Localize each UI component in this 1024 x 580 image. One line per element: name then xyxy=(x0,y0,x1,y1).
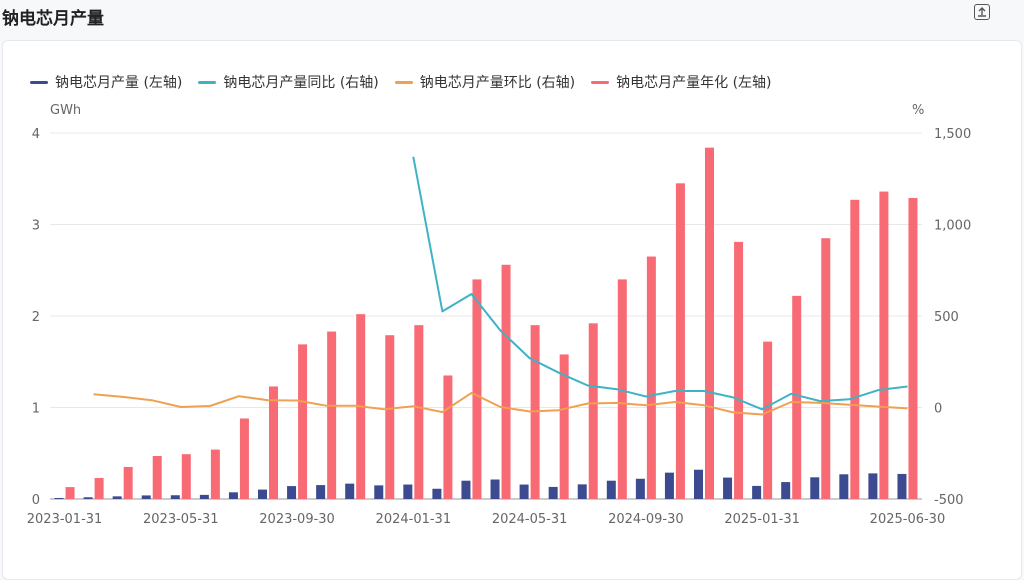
bar-annualized-output xyxy=(763,341,773,499)
bar-annualized-output xyxy=(94,477,104,499)
bar-annualized-output xyxy=(298,344,308,499)
bar-monthly-output xyxy=(112,496,122,499)
bar-monthly-output xyxy=(781,482,791,499)
legend-swatch xyxy=(394,80,413,84)
bar-annualized-output xyxy=(152,455,162,499)
bar-monthly-output xyxy=(839,474,849,499)
y-right-tick-label: -500 xyxy=(934,493,964,508)
legend-item-yoy[interactable]: 钠电芯月产量同比 (右轴) xyxy=(198,72,379,92)
x-tick-label: 2024-05-31 xyxy=(492,512,568,527)
y-right-tick-label: 500 xyxy=(934,310,959,325)
legend-label: 钠电芯月产量同比 (右轴) xyxy=(223,75,379,91)
line-mom xyxy=(93,391,908,416)
y-right-tick-label: 0 xyxy=(934,402,942,417)
x-tick-label: 2025-06-30 xyxy=(870,512,946,527)
bar-annualized-output xyxy=(705,147,714,499)
bar-annualized-output xyxy=(327,331,337,499)
bar-annualized-output xyxy=(239,418,249,499)
bar-monthly-output xyxy=(83,497,93,499)
bar-annualized-output xyxy=(65,487,75,499)
line-yoy xyxy=(412,156,908,411)
bar-monthly-output xyxy=(403,484,413,499)
legend-swatch xyxy=(198,80,217,84)
bar-annualized-output xyxy=(792,295,802,499)
y-left-tick-label: 2 xyxy=(32,310,40,325)
bar-annualized-output xyxy=(559,354,569,499)
bar-annualized-output xyxy=(821,238,831,499)
bar-monthly-output xyxy=(287,486,297,499)
bar-monthly-output xyxy=(461,480,471,499)
x-tick-label: 2023-09-30 xyxy=(259,512,335,527)
chart-plot: 0 1 2 3 4 -500 0 500 1,000 1,500 2023-01-31 2023-05… xyxy=(27,127,971,527)
x-tick-label: 2024-09-30 xyxy=(608,512,684,527)
bar-annualized-output xyxy=(675,183,685,499)
bar-monthly-output xyxy=(199,494,209,499)
legend-swatch xyxy=(591,80,610,84)
bar-monthly-output xyxy=(606,480,616,499)
y-left-tick-label: 3 xyxy=(32,219,40,234)
bar-monthly-output xyxy=(490,479,500,499)
bar-monthly-output xyxy=(170,495,180,499)
bar-annualized-output xyxy=(501,264,511,499)
bar-monthly-output xyxy=(345,483,355,499)
bar-annualized-output xyxy=(646,256,656,499)
bar-monthly-output xyxy=(752,485,762,499)
bar-annualized-output xyxy=(850,199,860,500)
bar-annualized-output xyxy=(908,197,918,499)
legend-item-mom[interactable]: 钠电芯月产量环比 (右轴) xyxy=(394,72,576,92)
bar-monthly-output xyxy=(664,472,674,499)
bar-annualized-output xyxy=(734,241,744,499)
bar-monthly-output xyxy=(577,484,587,499)
legend-label: 钠电芯月产量年化 (左轴) xyxy=(616,75,772,91)
bar-monthly-output xyxy=(228,492,238,499)
chart-legend: 钠电芯月产量 (左轴) 钠电芯月产量同比 (右轴) 钠电芯月产量环比 (右轴) … xyxy=(30,72,788,92)
bar-monthly-output xyxy=(432,488,442,499)
y-right-tick-label: 1,000 xyxy=(934,219,971,234)
bar-monthly-output xyxy=(723,477,733,499)
legend-item-monthly[interactable]: 钠电芯月产量 (左轴) xyxy=(30,72,182,92)
bar-annualized-output xyxy=(879,191,889,499)
bar-annualized-output xyxy=(588,323,598,499)
bar-annualized-output xyxy=(414,325,424,499)
bar-monthly-output xyxy=(548,486,558,499)
legend-item-annualized[interactable]: 钠电芯月产量年化 (左轴) xyxy=(591,72,772,92)
bar-annualized-output xyxy=(443,375,453,499)
bar-monthly-output xyxy=(258,489,267,499)
bar-annualized-output xyxy=(472,279,482,499)
x-tick-label: 2024-01-31 xyxy=(376,512,452,527)
legend-label: 钠电芯月产量环比 (右轴) xyxy=(419,75,576,91)
y-right-unit: % xyxy=(912,103,925,118)
y-left-unit: GWh xyxy=(50,103,82,118)
bar-annualized-output xyxy=(385,335,395,499)
bar-annualized-output xyxy=(181,454,191,499)
bar-monthly-output xyxy=(374,485,384,499)
page-title: 钠电芯月产量 xyxy=(2,9,104,29)
y-left-tick-label: 1 xyxy=(32,402,40,417)
y-left-tick-label: 0 xyxy=(32,493,40,508)
legend-label: 钠电芯月产量 (左轴) xyxy=(55,75,183,91)
bar-monthly-output xyxy=(141,495,151,499)
y-left-tick-label: 4 xyxy=(32,127,40,142)
bar-monthly-output xyxy=(897,473,907,499)
y-right-tick-label: 1,500 xyxy=(934,127,971,142)
bar-annualized-output xyxy=(123,466,133,499)
bar-monthly-output xyxy=(519,484,529,499)
x-tick-label: 2025-01-31 xyxy=(724,512,800,527)
bar-monthly-output xyxy=(635,478,645,499)
bar-monthly-output xyxy=(810,477,820,499)
bar-annualized-output xyxy=(269,386,278,499)
bar-monthly-output xyxy=(54,497,64,499)
export-icon[interactable] xyxy=(974,4,990,20)
bar-monthly-output xyxy=(316,485,326,499)
legend-swatch xyxy=(30,80,48,84)
x-tick-label: 2023-01-31 xyxy=(27,512,103,527)
bar-monthly-output xyxy=(694,469,703,499)
bar-monthly-output xyxy=(868,473,878,499)
bar-annualized-output xyxy=(210,449,220,499)
bar-annualized-output xyxy=(617,279,627,499)
x-tick-label: 2023-05-31 xyxy=(143,512,219,527)
